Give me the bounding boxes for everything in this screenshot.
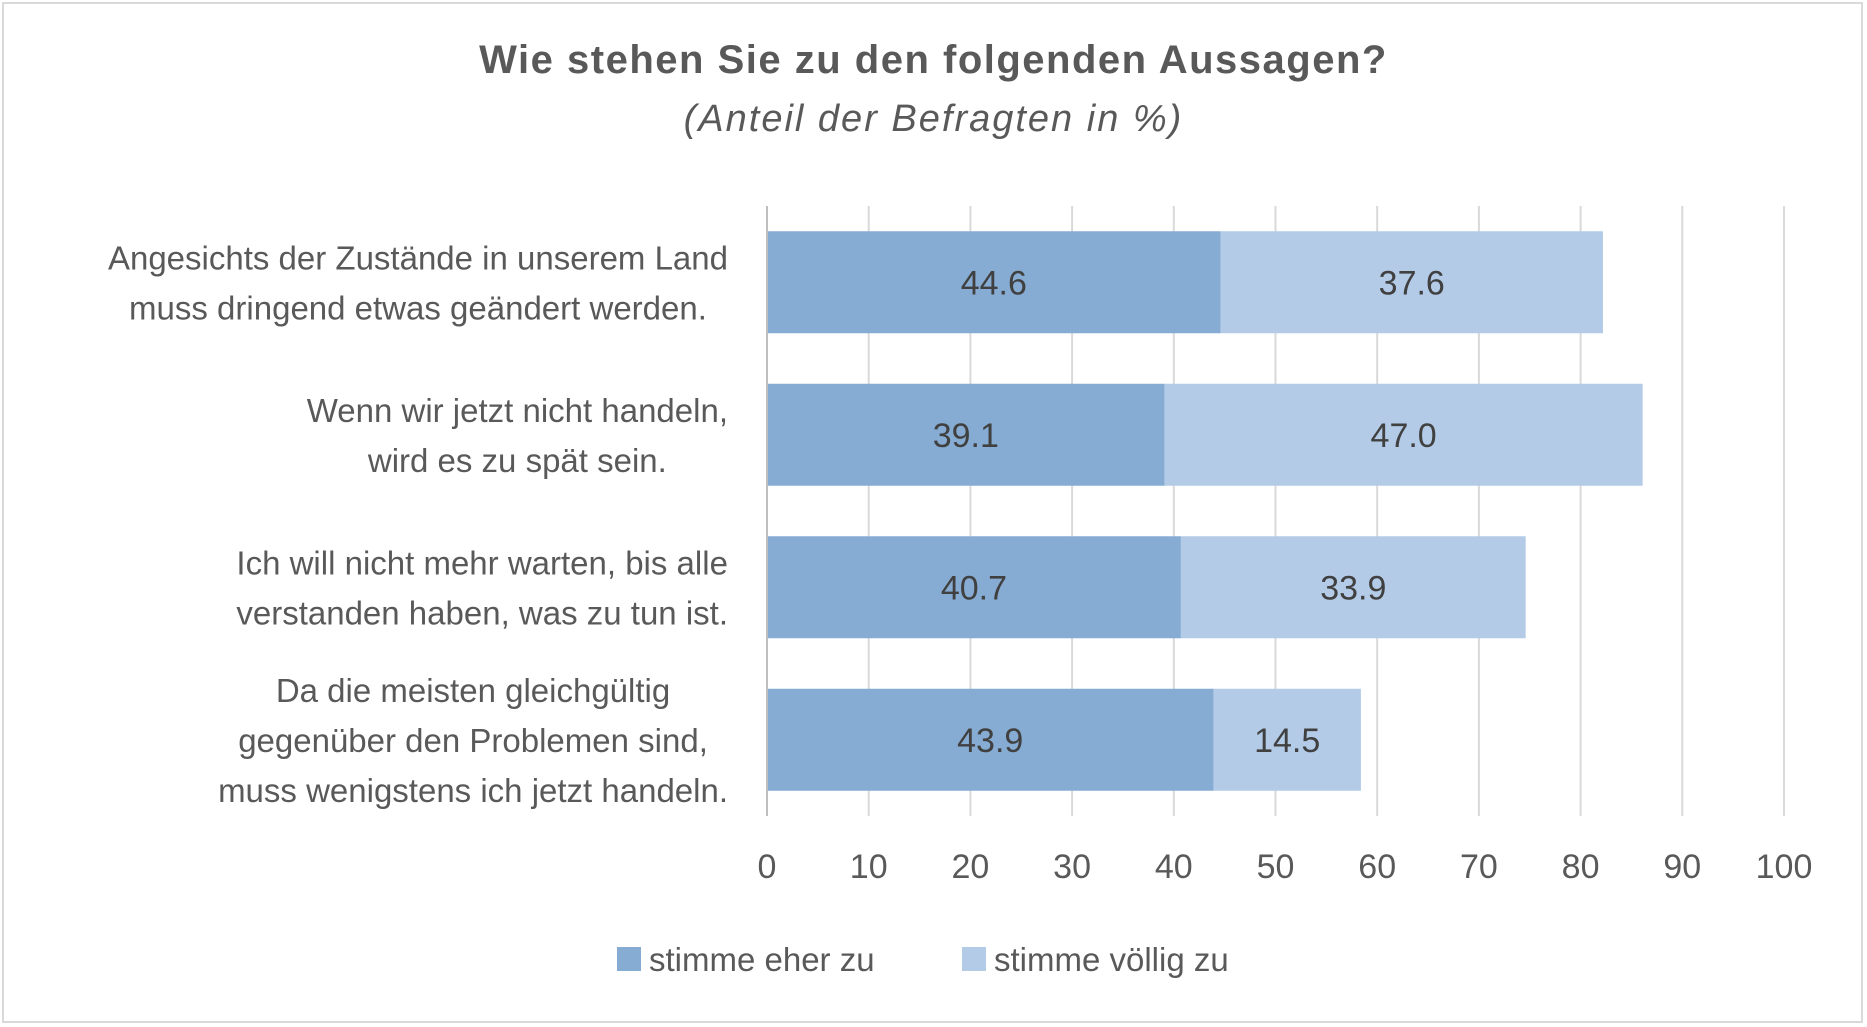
bar-segment [1220,231,1603,334]
legend-label: stimme völlig zu [994,941,1229,978]
legend: stimme eher zu stimme völlig zu [617,941,1229,978]
category-label: gegenüber den Problemen sind, [238,722,708,759]
category-label: Wenn wir jetzt nicht handeln, [307,392,728,429]
data-label: 33.9 [1320,569,1386,607]
data-label: 14.5 [1254,722,1320,760]
x-tick-label: 10 [850,848,888,886]
category-label: muss wenigstens ich jetzt handeln. [218,772,728,809]
x-tick-label: 30 [1053,848,1091,886]
data-label: 47.0 [1371,417,1437,455]
bar-segment [767,536,1181,639]
category-label: Da die meisten gleichgültig [276,672,670,709]
legend-label: stimme eher zu [649,941,875,978]
x-tick-labels: 0 10 20 30 40 50 60 70 80 90 100 [758,848,1813,886]
x-tick-label: 80 [1562,848,1600,886]
data-label: 44.6 [961,264,1027,302]
x-tick-label: 20 [951,848,989,886]
category-label: muss dringend etwas geändert werden. [129,289,707,326]
x-tick-label: 100 [1756,848,1813,886]
category-label: Ich will nicht mehr warten, bis alle [236,544,728,581]
bar-segment [1164,383,1643,486]
data-label: 37.6 [1379,264,1445,302]
bar-segment [767,383,1165,486]
x-tick-label: 50 [1257,848,1295,886]
chart-title: Wie stehen Sie zu den folgenden Aussagen… [479,38,1388,82]
x-tick-label: 40 [1155,848,1193,886]
x-tick-label: 90 [1663,848,1701,886]
category-label: Angesichts der Zustände in unserem Land [108,239,728,276]
data-label: 43.9 [957,722,1023,760]
x-tick-label: 70 [1460,848,1498,886]
legend-swatch [617,947,641,971]
legend-swatch [962,947,986,971]
category-label: verstanden haben, was zu tun ist. [236,594,728,631]
bar-segment [767,688,1214,791]
category-label: wird es zu spät sein. [367,442,667,479]
bar-segment [1213,688,1361,791]
x-tick-label: 0 [758,848,777,886]
chart-subtitle: (Anteil der Befragten in %) [683,98,1184,140]
bar-segment [1180,536,1526,639]
x-tick-label: 60 [1358,848,1396,886]
category-labels: Angesichts der Zustände in unserem Land m… [108,239,728,809]
bars: 44.6 37.6 39.1 47.0 40.7 33.9 43.9 14.5 [767,231,1643,791]
bar-segment [767,231,1221,334]
data-label: 40.7 [941,569,1007,607]
data-label: 39.1 [933,417,999,455]
